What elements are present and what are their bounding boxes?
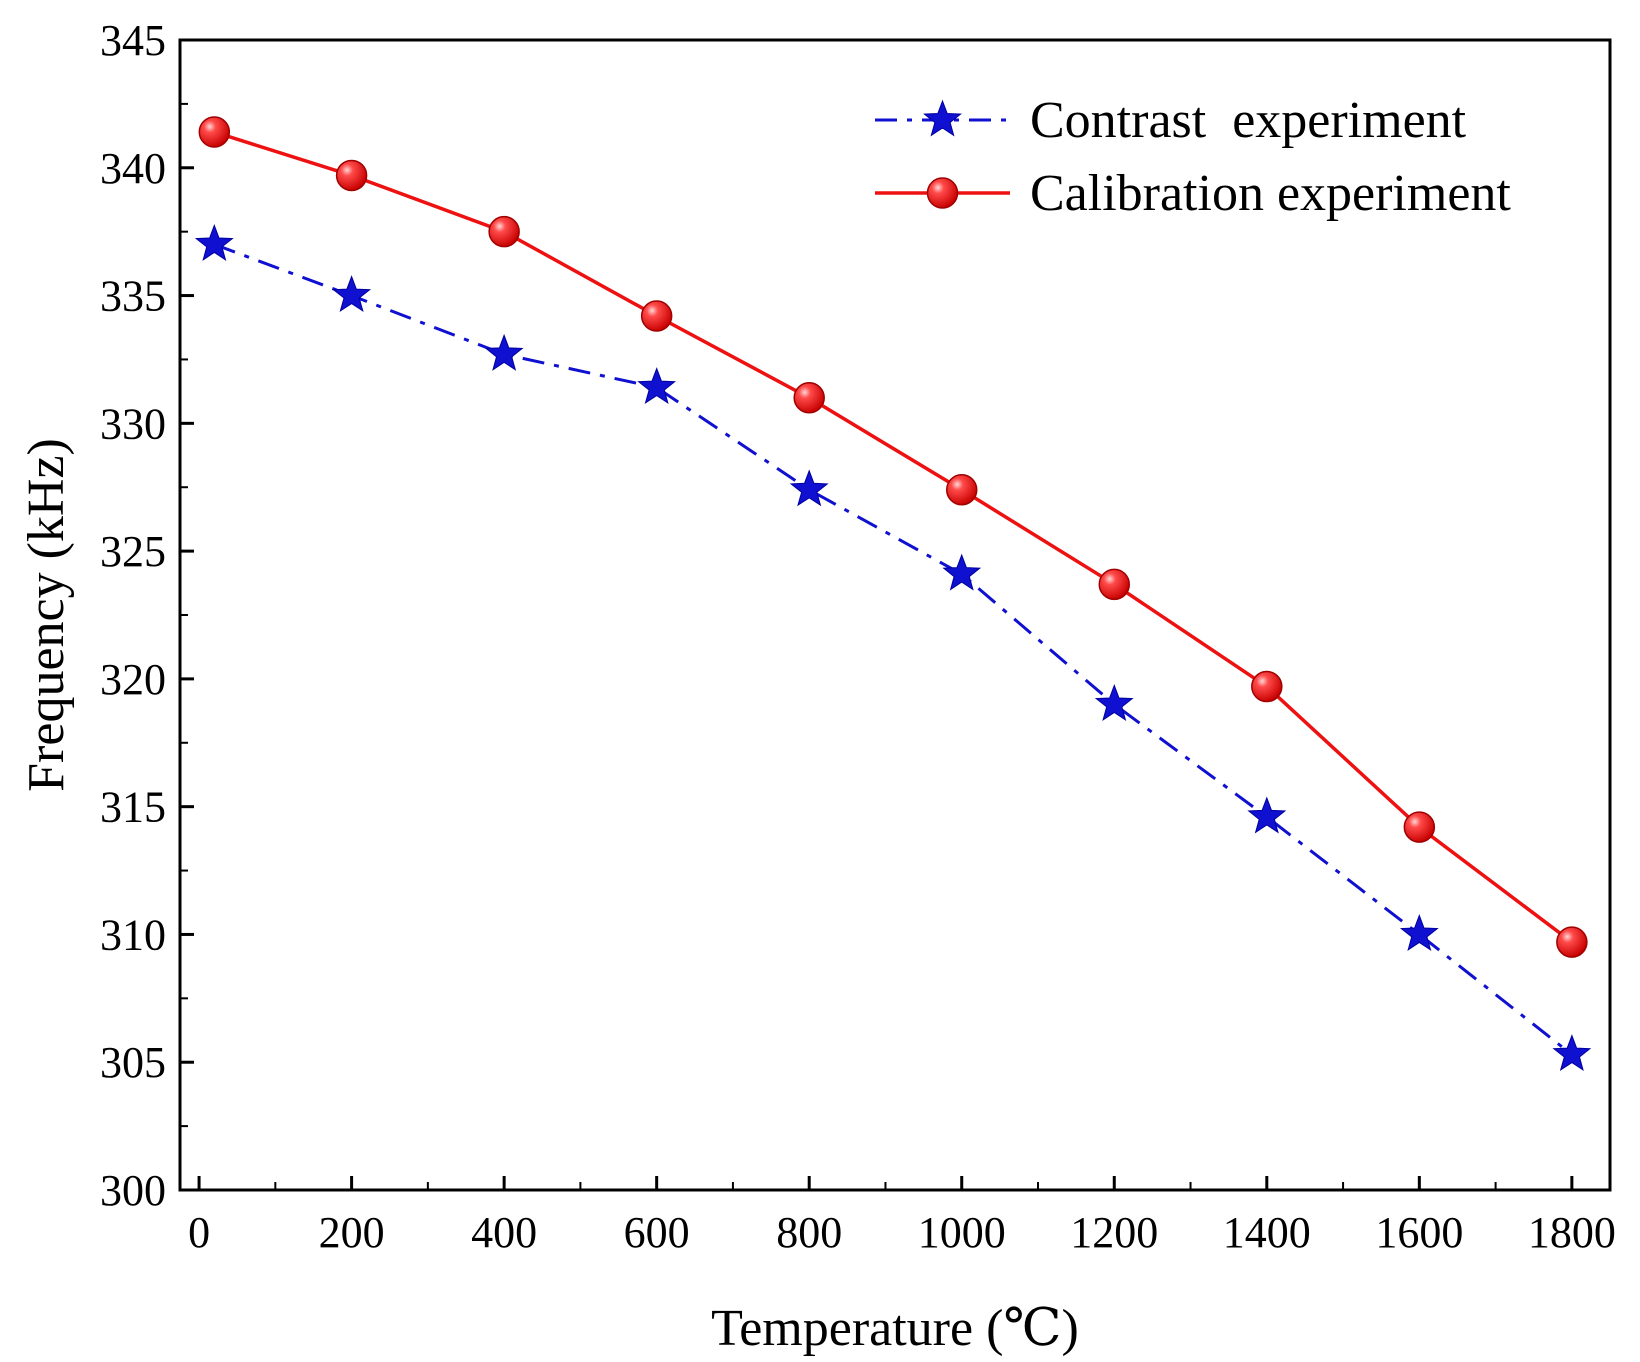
series-0-point	[1094, 683, 1134, 721]
series-0-point	[484, 333, 524, 371]
series-0-point	[942, 553, 982, 591]
series-1-line	[213, 130, 1573, 944]
y-tick-label: 310	[100, 910, 166, 959]
x-tick-label: 1800	[1528, 1208, 1616, 1257]
series-layer	[194, 116, 1592, 1072]
x-tick-label: 800	[776, 1208, 842, 1257]
x-tick-label: 200	[319, 1208, 385, 1257]
y-tick-label: 320	[100, 655, 166, 704]
series-0-point	[194, 223, 234, 261]
x-tick-label: 1600	[1375, 1208, 1463, 1257]
x-axis-title: Temperature (℃)	[711, 1300, 1079, 1357]
y-tick-label: 315	[100, 783, 166, 832]
x-tick-label: 1400	[1223, 1208, 1311, 1257]
x-tick-label: 600	[624, 1208, 690, 1257]
series-0-point	[332, 275, 372, 313]
legend-marker-1	[926, 177, 959, 209]
legend-label-0: Contrast experiment	[1030, 92, 1467, 149]
y-tick-label: 325	[100, 527, 166, 576]
y-tick-label: 300	[100, 1166, 166, 1215]
x-axis: 0 200 400 600 800 1000 1200 1400 1600 1800	[188, 1176, 1616, 1257]
series-0-point	[1552, 1034, 1592, 1072]
x-tick-label: 1200	[1070, 1208, 1158, 1257]
x-tick-label: 0	[188, 1208, 210, 1257]
y-tick-label: 340	[100, 144, 166, 193]
series-0-point	[637, 367, 677, 405]
legend: Contrast experiment Calibration experimen…	[875, 92, 1511, 222]
series-1-point	[488, 215, 520, 248]
y-tick-label: 335	[100, 272, 166, 321]
x-tick-label: 1000	[918, 1208, 1006, 1257]
series-1-point	[945, 474, 978, 506]
series-0-point	[1399, 913, 1439, 951]
series-0-point	[1247, 796, 1287, 834]
series-1-point	[335, 159, 368, 192]
legend-label-1: Calibration experiment	[1030, 165, 1511, 222]
series-1-point	[1556, 926, 1588, 958]
series-1-point	[1251, 670, 1283, 703]
x-tick-label: 400	[471, 1208, 537, 1257]
series-1-point	[793, 382, 825, 414]
y-tick-label: 305	[100, 1038, 166, 1087]
series-0-line	[213, 242, 1573, 1056]
series-1-point	[198, 116, 231, 148]
y-axis: 300 305 310 315 320 325 330 335 340 345	[100, 16, 194, 1215]
series-1-point	[1098, 568, 1131, 601]
series-1-point	[640, 300, 673, 332]
series-0-point	[789, 469, 829, 507]
y-tick-label: 330	[100, 399, 166, 448]
series-1-point	[1403, 811, 1436, 843]
y-tick-label: 345	[100, 16, 166, 65]
y-axis-title: Frequency (kHz)	[18, 438, 75, 792]
legend-marker-0	[923, 99, 962, 137]
